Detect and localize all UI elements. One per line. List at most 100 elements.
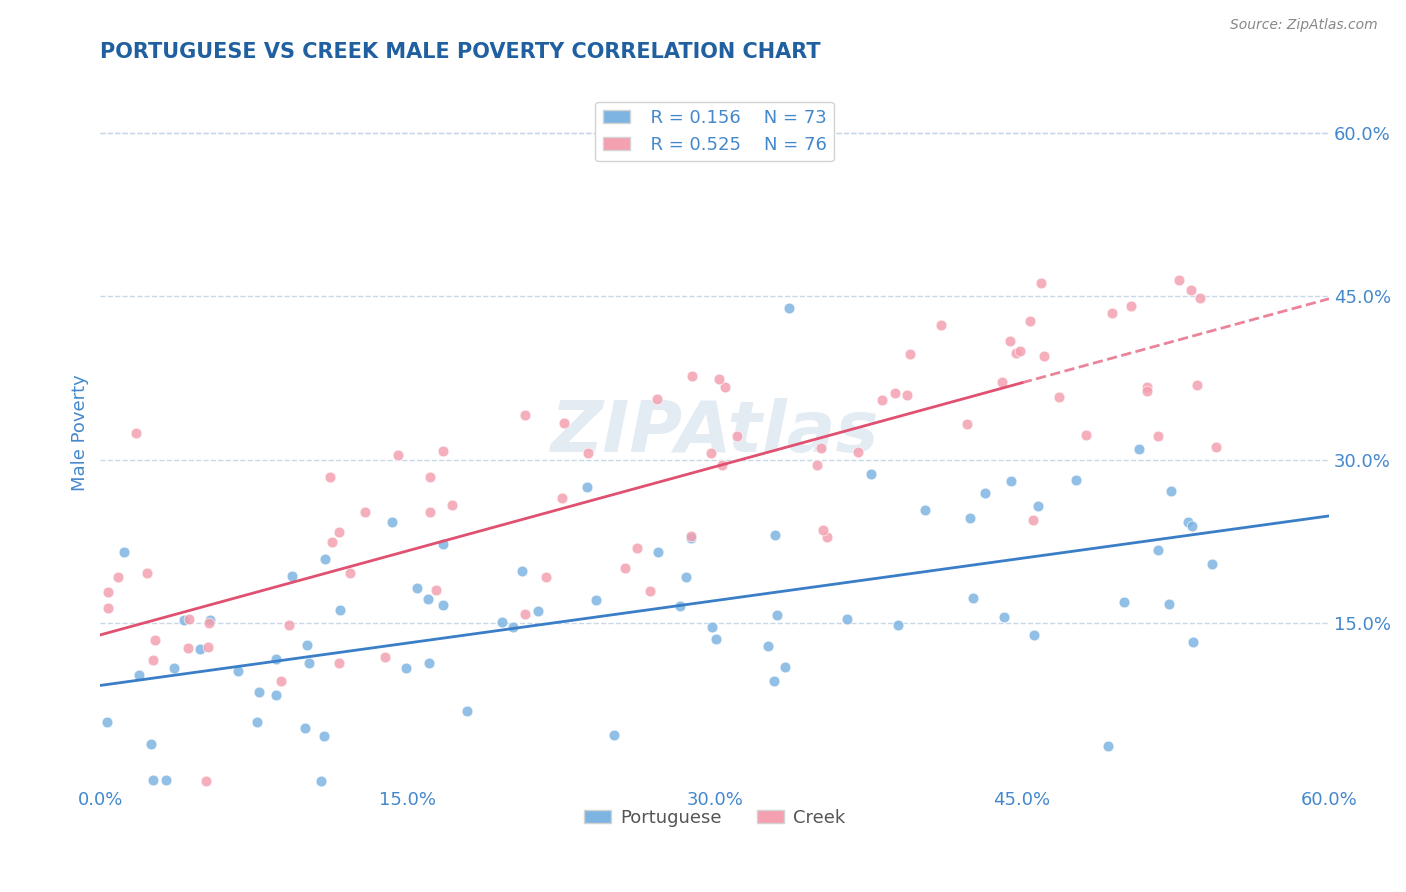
Text: ZIPAtlas: ZIPAtlas — [550, 398, 879, 467]
Point — [991, 375, 1014, 389]
Point — [162, 661, 184, 675]
Point — [1205, 440, 1227, 454]
Point — [846, 445, 869, 459]
Point — [97, 584, 120, 599]
Point — [197, 640, 219, 654]
Point — [328, 603, 350, 617]
Point — [1147, 542, 1170, 557]
Point — [1047, 390, 1070, 404]
Point — [645, 392, 668, 407]
Point — [1181, 635, 1204, 649]
Point — [339, 566, 361, 580]
Point — [278, 618, 301, 632]
Point — [142, 773, 165, 788]
Point — [510, 564, 533, 578]
Point — [177, 641, 200, 656]
Point — [815, 530, 838, 544]
Point — [97, 600, 120, 615]
Point — [585, 592, 607, 607]
Point — [294, 721, 316, 735]
Point — [1026, 499, 1049, 513]
Point — [914, 503, 936, 517]
Point — [226, 664, 249, 678]
Point — [896, 388, 918, 402]
Point — [418, 505, 440, 519]
Point — [638, 584, 661, 599]
Point — [1135, 384, 1157, 398]
Point — [1128, 442, 1150, 456]
Point — [96, 714, 118, 729]
Point — [440, 848, 463, 863]
Point — [297, 657, 319, 671]
Text: PORTUGUESE VS CREEK MALE POVERTY CORRELATION CHART: PORTUGUESE VS CREEK MALE POVERTY CORRELA… — [100, 42, 821, 62]
Point — [762, 674, 785, 689]
Point — [1064, 473, 1087, 487]
Point — [1157, 597, 1180, 611]
Point — [179, 612, 201, 626]
Point — [707, 372, 730, 386]
Point — [647, 544, 669, 558]
Point — [1121, 299, 1143, 313]
Point — [107, 570, 129, 584]
Point — [711, 458, 734, 472]
Point — [1019, 314, 1042, 328]
Point — [128, 667, 150, 681]
Point — [309, 774, 332, 789]
Point — [773, 660, 796, 674]
Point — [956, 417, 979, 431]
Point — [381, 515, 404, 529]
Point — [295, 638, 318, 652]
Point — [898, 347, 921, 361]
Point — [962, 591, 984, 605]
Point — [527, 604, 550, 618]
Point — [766, 607, 789, 622]
Point — [668, 599, 690, 613]
Point — [281, 569, 304, 583]
Point — [1022, 628, 1045, 642]
Point — [456, 704, 478, 718]
Point — [811, 523, 834, 537]
Point — [321, 534, 343, 549]
Legend: Portuguese, Creek: Portuguese, Creek — [576, 802, 853, 834]
Point — [681, 368, 703, 383]
Point — [112, 545, 135, 559]
Point — [425, 582, 447, 597]
Point — [418, 592, 440, 607]
Point — [264, 652, 287, 666]
Point — [155, 773, 177, 788]
Point — [1029, 276, 1052, 290]
Point — [870, 392, 893, 407]
Point — [1000, 474, 1022, 488]
Point — [441, 498, 464, 512]
Point — [1160, 483, 1182, 498]
Point — [713, 379, 735, 393]
Point — [328, 657, 350, 671]
Point — [1181, 519, 1204, 533]
Point — [515, 607, 537, 621]
Point — [883, 385, 905, 400]
Y-axis label: Male Poverty: Male Poverty — [72, 374, 89, 491]
Point — [603, 728, 626, 742]
Point — [1032, 349, 1054, 363]
Point — [1189, 291, 1212, 305]
Point — [142, 653, 165, 667]
Point — [405, 582, 427, 596]
Point — [395, 661, 418, 675]
Point — [681, 531, 703, 545]
Point — [328, 524, 350, 539]
Point — [173, 613, 195, 627]
Point — [1136, 379, 1159, 393]
Point — [704, 632, 727, 646]
Point — [252, 797, 274, 812]
Point — [1180, 284, 1202, 298]
Point — [1187, 378, 1209, 392]
Point — [319, 470, 342, 484]
Point — [432, 598, 454, 612]
Point — [515, 408, 537, 422]
Point — [125, 425, 148, 440]
Point — [993, 610, 1015, 624]
Point — [575, 480, 598, 494]
Point — [959, 510, 981, 524]
Point — [859, 467, 882, 481]
Point — [835, 612, 858, 626]
